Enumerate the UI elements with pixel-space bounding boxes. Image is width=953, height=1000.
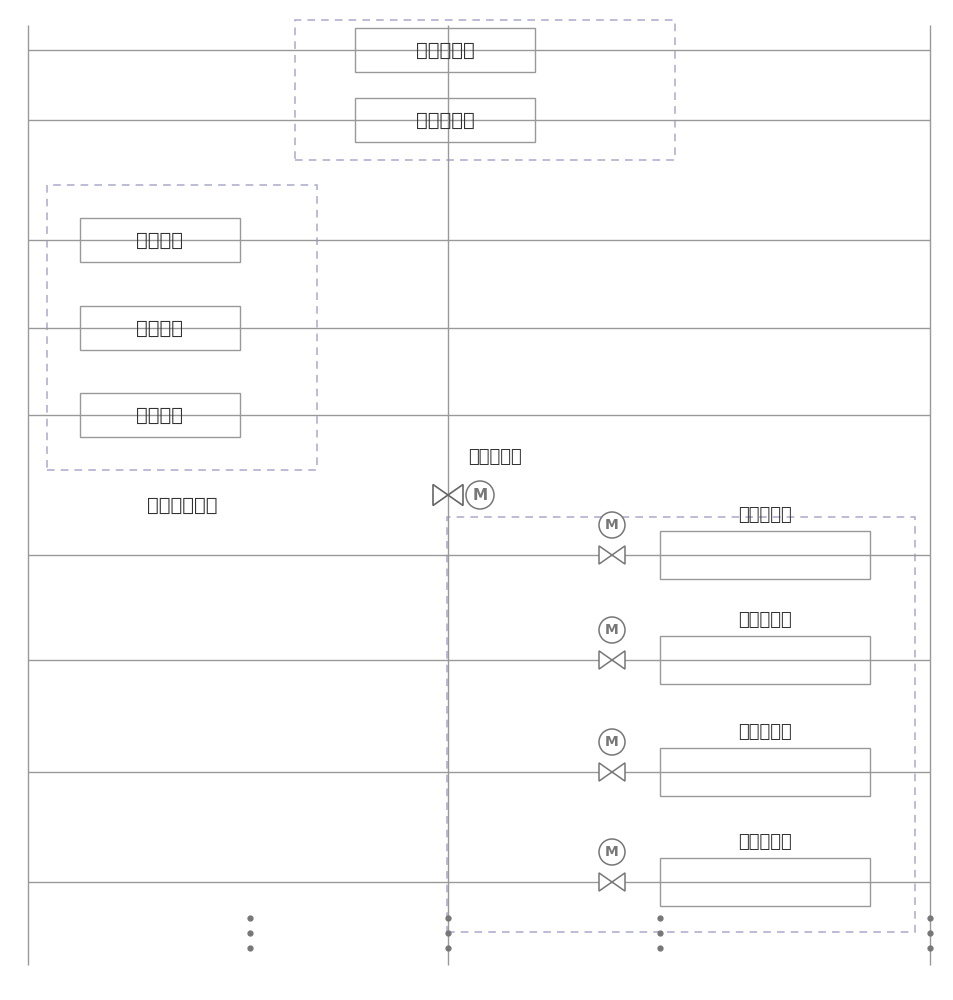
- Polygon shape: [612, 763, 624, 781]
- Text: M: M: [604, 518, 618, 532]
- Polygon shape: [598, 546, 612, 564]
- Text: 变频泵三: 变频泵三: [136, 406, 183, 424]
- Text: M: M: [604, 623, 618, 637]
- Circle shape: [465, 481, 494, 509]
- Bar: [80, 218, 240, 262]
- Polygon shape: [598, 651, 612, 669]
- Text: 末端设备一: 末端设备一: [738, 506, 791, 524]
- Polygon shape: [612, 651, 624, 669]
- Text: 末端设备四: 末端设备四: [738, 833, 791, 851]
- Circle shape: [598, 512, 624, 538]
- Text: 变频泵一: 变频泵一: [136, 231, 183, 249]
- Circle shape: [598, 729, 624, 755]
- Bar: [80, 393, 240, 437]
- Polygon shape: [433, 485, 448, 506]
- Bar: [447, 517, 914, 932]
- Bar: [47, 185, 316, 470]
- Text: 并联变频泵组: 并联变频泵组: [147, 495, 217, 514]
- Polygon shape: [448, 485, 462, 506]
- Bar: [355, 28, 535, 72]
- Text: 末端设备三: 末端设备三: [738, 723, 791, 741]
- Polygon shape: [598, 763, 612, 781]
- Bar: [659, 858, 869, 906]
- Circle shape: [598, 839, 624, 865]
- Bar: [659, 748, 869, 796]
- Bar: [355, 98, 535, 142]
- Text: 末端设备二: 末端设备二: [738, 611, 791, 629]
- Bar: [80, 306, 240, 350]
- Text: M: M: [604, 735, 618, 749]
- Text: 变频泵二: 变频泵二: [136, 318, 183, 338]
- Text: 主机设备一: 主机设备一: [416, 110, 474, 129]
- Polygon shape: [612, 873, 624, 891]
- Bar: [659, 531, 869, 579]
- Text: 主机设备一: 主机设备一: [416, 40, 474, 60]
- Text: M: M: [472, 488, 487, 502]
- Bar: [294, 20, 675, 160]
- Text: 电动调节阀: 电动调节阀: [468, 448, 521, 466]
- Polygon shape: [612, 546, 624, 564]
- Text: M: M: [604, 845, 618, 859]
- Circle shape: [598, 617, 624, 643]
- Bar: [659, 636, 869, 684]
- Polygon shape: [598, 873, 612, 891]
